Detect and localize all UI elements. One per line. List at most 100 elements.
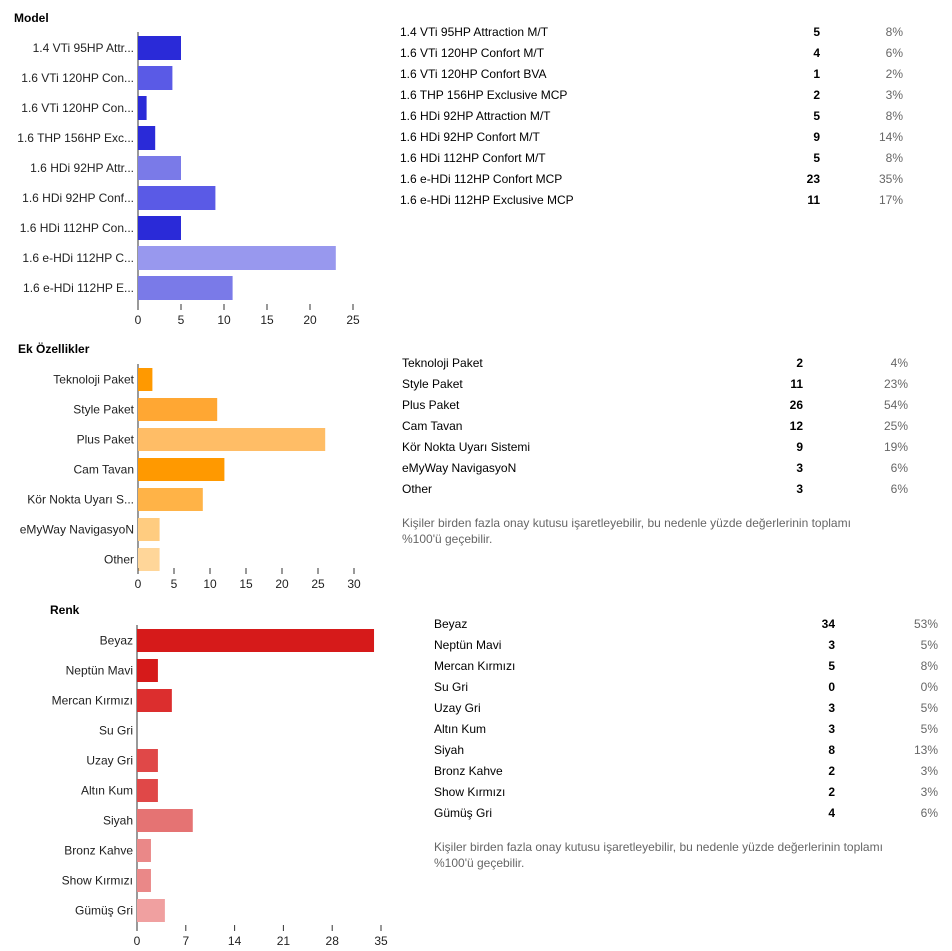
row-percent: 6% (885, 46, 903, 60)
row-count: 4 (813, 46, 820, 60)
table-row: 1.6 e-HDi 112HP Confort MCP 23 35% (400, 169, 910, 190)
row-label: Neptün Mavi (434, 638, 502, 652)
row-count: 26 (789, 398, 803, 412)
bar (138, 156, 181, 180)
category-label: Mercan Kırmızı (52, 694, 133, 708)
row-percent: 14% (878, 130, 903, 144)
bar (138, 216, 181, 240)
table-row: Plus Paket 26 54% (402, 395, 912, 416)
row-label: 1.4 VTi 95HP Attraction M/T (400, 25, 549, 39)
features-note: Kişiler birden fazla onay kutusu işaretl… (402, 516, 851, 546)
category-label: 1.6 HDi 92HP Attr... (30, 161, 134, 175)
row-count: 34 (821, 617, 835, 631)
row-percent: 19% (883, 440, 908, 454)
row-label: Beyaz (434, 617, 468, 631)
row-label: Mercan Kırmızı (434, 659, 516, 673)
category-label: 1.6 HDi 92HP Conf... (22, 191, 134, 205)
category-label: Bronz Kahve (64, 844, 133, 858)
table-row: Kör Nokta Uyarı Sistemi 9 19% (402, 437, 912, 458)
table-row: Other 3 6% (402, 479, 912, 500)
category-label: 1.6 THP 156HP Exc... (17, 131, 134, 145)
row-label: Plus Paket (402, 398, 460, 412)
row-label: Other (402, 482, 433, 496)
row-label: 1.6 VTi 120HP Confort M/T (400, 46, 545, 60)
row-label: Siyah (434, 743, 465, 757)
row-label: 1.6 e-HDi 112HP Exclusive MCP (400, 193, 574, 207)
row-percent: 6% (920, 806, 938, 820)
row-label: 1.6 HDi 92HP Attraction M/T (400, 109, 551, 123)
table-row: 1.6 HDi 112HP Confort M/T 5 8% (400, 148, 910, 169)
bar (138, 276, 233, 300)
row-label: 1.6 e-HDi 112HP Confort MCP (400, 172, 563, 186)
bar (138, 36, 181, 60)
row-percent: 5% (920, 701, 938, 715)
x-tick-label: 10 (217, 313, 231, 327)
table-row: Siyah 8 13% (434, 740, 944, 761)
bar (138, 66, 173, 90)
bar (137, 689, 172, 712)
bar (138, 246, 336, 270)
category-label: 1.6 e-HDi 112HP E... (23, 281, 134, 295)
table-row: 1.4 VTi 95HP Attraction M/T 5 8% (400, 22, 910, 43)
row-label: Su Gri (434, 680, 469, 694)
row-percent: 3% (920, 764, 938, 778)
row-count: 3 (796, 482, 803, 496)
bar (138, 548, 160, 571)
row-percent: 4% (890, 356, 908, 370)
category-label: Kör Nokta Uyarı S... (27, 493, 134, 507)
bar (138, 428, 326, 451)
category-label: 1.4 VTi 95HP Attr... (33, 41, 134, 55)
table-row: Gümüş Gri 4 6% (434, 803, 944, 824)
bar (137, 899, 165, 922)
row-count: 9 (796, 440, 803, 454)
row-percent: 3% (920, 785, 938, 799)
category-label: 1.6 VTi 120HP Con... (21, 71, 134, 85)
table-row: Altın Kum 3 5% (434, 719, 944, 740)
bar (138, 368, 153, 391)
category-label: Cam Tavan (74, 463, 134, 477)
row-percent: 8% (885, 25, 903, 39)
category-label: Gümüş Gri (75, 904, 133, 918)
x-tick-label: 20 (275, 577, 289, 591)
category-label: Style Paket (73, 403, 134, 417)
category-label: 1.6 VTi 120HP Con... (21, 101, 134, 115)
color-bar-chart: Beyaz Neptün Mavi Mercan Kırmızı Su Gri Uzay… (52, 625, 388, 948)
row-count: 11 (807, 193, 820, 207)
row-count: 5 (813, 109, 820, 123)
bar (138, 458, 225, 481)
bar (137, 839, 151, 862)
table-row: Su Gri 0 0% (434, 677, 944, 698)
color-section-title: Renk (50, 603, 80, 617)
row-count: 2 (796, 356, 803, 370)
category-label: 1.6 HDi 112HP Con... (20, 221, 134, 235)
bar (137, 629, 375, 652)
row-count: 1 (813, 67, 820, 81)
x-tick-label: 0 (134, 934, 141, 948)
model-bar-chart: 1.4 VTi 95HP Attr... 1.6 VTi 120HP Con...… (17, 32, 360, 327)
row-label: Gümüş Gri (434, 806, 493, 820)
bar (137, 779, 158, 802)
x-tick-label: 21 (277, 934, 291, 948)
category-label: Beyaz (100, 634, 133, 648)
row-count: 2 (828, 764, 835, 778)
row-label: Style Paket (402, 377, 463, 391)
category-label: Siyah (103, 814, 133, 828)
row-percent: 17% (878, 193, 903, 207)
row-percent: 0% (920, 680, 938, 694)
x-tick-label: 0 (135, 313, 142, 327)
row-percent: 6% (890, 482, 908, 496)
row-label: Bronz Kahve (434, 764, 503, 778)
x-tick-label: 35 (374, 934, 388, 948)
category-label: Su Gri (99, 724, 133, 738)
row-count: 3 (796, 461, 803, 475)
row-percent: 25% (883, 419, 908, 433)
x-tick-label: 25 (346, 313, 360, 327)
row-count: 8 (828, 743, 835, 757)
row-label: Altın Kum (434, 722, 487, 736)
x-tick-label: 30 (347, 577, 361, 591)
row-percent: 8% (885, 109, 903, 123)
table-row: Beyaz 34 53% (434, 614, 944, 635)
row-count: 12 (789, 419, 803, 433)
table-row: Neptün Mavi 3 5% (434, 635, 944, 656)
bar (137, 809, 193, 832)
